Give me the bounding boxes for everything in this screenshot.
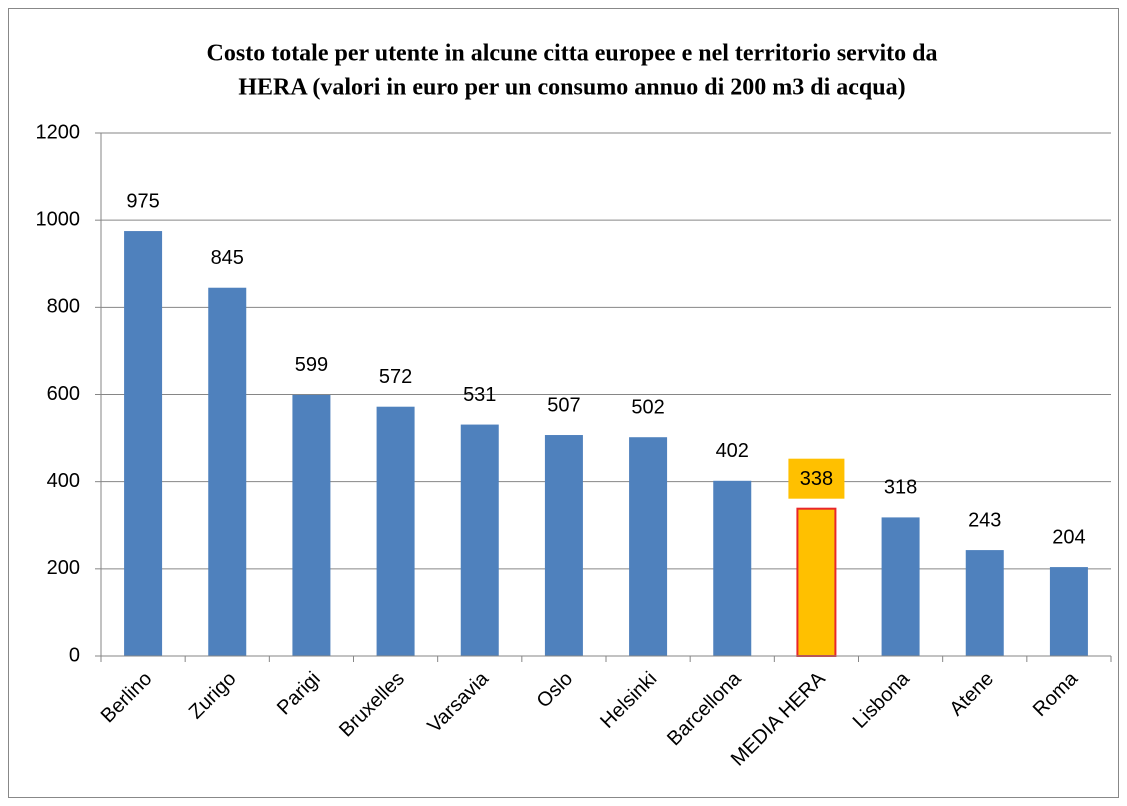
- y-tick-label: 200: [47, 557, 80, 579]
- y-tick-label: 400: [47, 470, 80, 492]
- value-label: 531: [463, 384, 496, 406]
- chart-title: Costo totale per utente in alcune citta …: [207, 41, 938, 67]
- value-label: 402: [716, 440, 749, 462]
- bar: [460, 424, 499, 656]
- bar: [713, 480, 752, 656]
- value-label: 975: [126, 190, 159, 212]
- value-label: 845: [211, 247, 244, 269]
- bar: [124, 231, 163, 656]
- value-label: 599: [295, 354, 328, 376]
- bar: [292, 394, 331, 656]
- y-tick-label: 1000: [36, 208, 81, 230]
- chart-title: HERA (valori in euro per un consumo annu…: [238, 75, 905, 101]
- bar: [544, 435, 583, 656]
- value-label: 243: [968, 509, 1001, 531]
- value-label-background: [788, 458, 845, 499]
- bar: [965, 550, 1004, 656]
- value-label: 338: [800, 468, 833, 490]
- bar: [1049, 567, 1088, 656]
- bar: [208, 287, 247, 656]
- y-tick-label: 600: [47, 383, 80, 405]
- bar: [796, 507, 837, 657]
- value-label: 502: [631, 396, 664, 418]
- y-tick-label: 800: [47, 296, 80, 318]
- value-label: 318: [884, 477, 917, 499]
- value-label: 507: [547, 394, 580, 416]
- value-label: 204: [1052, 526, 1085, 548]
- bar: [629, 437, 668, 656]
- bar: [376, 406, 415, 656]
- value-label: 572: [379, 366, 412, 388]
- y-tick-label: 1200: [36, 121, 81, 143]
- chart-frame: [8, 8, 1119, 798]
- y-tick-label: 0: [69, 644, 80, 666]
- bar: [881, 517, 920, 656]
